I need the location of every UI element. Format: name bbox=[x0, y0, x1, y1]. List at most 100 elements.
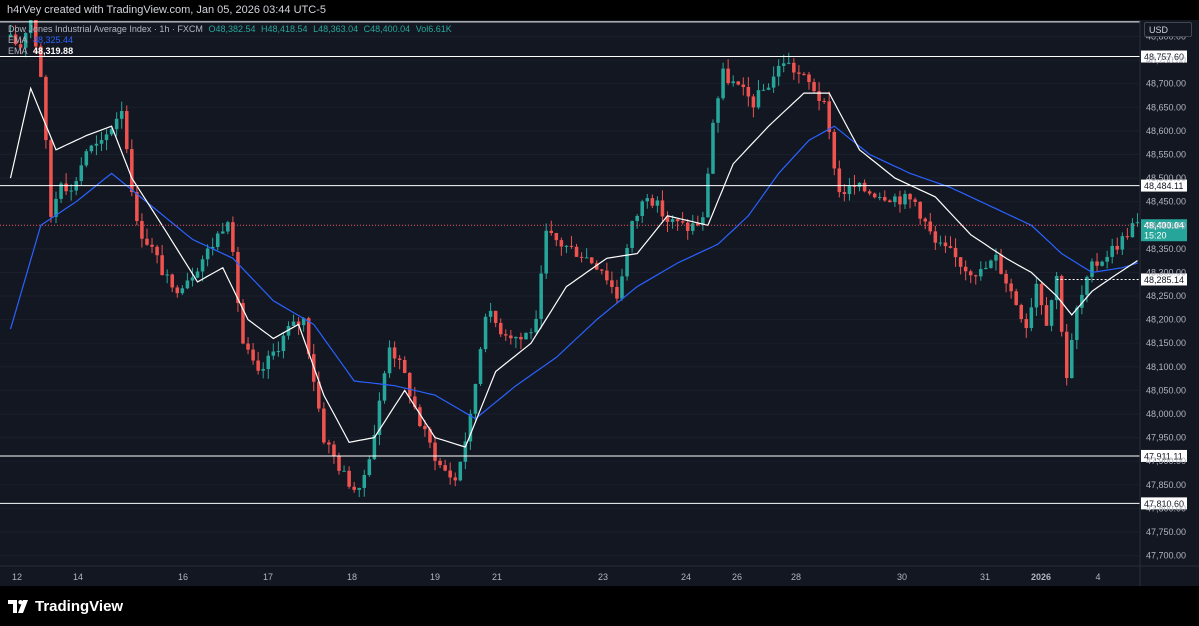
candle-body bbox=[1110, 245, 1114, 257]
currency-selector[interactable]: USD bbox=[1144, 22, 1192, 37]
y-tick-label: 48,200.00 bbox=[1146, 315, 1186, 325]
candle-body bbox=[1009, 283, 1013, 292]
candle-body bbox=[89, 145, 94, 152]
candle-body bbox=[635, 215, 639, 222]
tradingview-logo[interactable]: TradingView bbox=[8, 598, 123, 615]
axes: 48,800.0048,750.0048,700.0048,650.0048,6… bbox=[0, 20, 1199, 586]
ema-fast-label[interactable]: EMA bbox=[8, 35, 28, 45]
candle-body bbox=[589, 257, 594, 264]
current-price-label: 48,400.04 bbox=[1144, 221, 1184, 231]
candle-body bbox=[877, 197, 882, 199]
candle-body bbox=[721, 68, 725, 99]
chart-area[interactable]: 48,757.60 48,484.11 47,911.11 47,810.60 48,2… bbox=[0, 20, 1199, 586]
candle-body bbox=[337, 455, 341, 471]
candle-body bbox=[241, 303, 245, 344]
level-label: 47,911.11 bbox=[1144, 451, 1183, 461]
candle-body bbox=[13, 34, 18, 45]
candle-body bbox=[119, 111, 124, 119]
candle-body bbox=[109, 129, 114, 135]
candle-body bbox=[584, 257, 589, 259]
current-price-badge bbox=[1141, 219, 1187, 242]
ohlc-low: L48,363.04 bbox=[313, 24, 359, 34]
candle-body bbox=[514, 336, 518, 339]
candle-body bbox=[231, 222, 235, 252]
candle-body bbox=[706, 173, 710, 218]
candle-body bbox=[973, 275, 978, 277]
candle-body bbox=[362, 475, 367, 488]
y-tick-label: 48,250.00 bbox=[1146, 291, 1186, 301]
candle-body bbox=[246, 343, 250, 350]
candle-body bbox=[504, 334, 508, 336]
y-tick-label: 48,400.00 bbox=[1146, 220, 1186, 230]
candle-body bbox=[953, 247, 958, 258]
y-tick-label: 48,100.00 bbox=[1146, 362, 1186, 372]
candle-body bbox=[165, 274, 169, 276]
candle-body bbox=[483, 316, 488, 350]
candle-body bbox=[1080, 294, 1084, 308]
candle-body bbox=[544, 230, 548, 274]
candle-body bbox=[1125, 236, 1130, 238]
x-tick-label: 21 bbox=[492, 572, 502, 582]
candle-body bbox=[271, 351, 276, 356]
countdown-label: 15:20 bbox=[1144, 231, 1167, 241]
candle-body bbox=[872, 193, 877, 198]
ema-slow-label[interactable]: EMA bbox=[8, 46, 28, 56]
candle-body bbox=[792, 62, 796, 73]
candle-body bbox=[94, 143, 99, 146]
candle-body bbox=[382, 373, 387, 401]
y-tick-label: 48,150.00 bbox=[1146, 338, 1186, 348]
ema-slow-line bbox=[9, 125, 1138, 420]
candle-body bbox=[215, 233, 220, 247]
candle-body bbox=[817, 91, 821, 102]
y-tick-label: 47,900.00 bbox=[1146, 456, 1186, 466]
candle-body bbox=[332, 444, 336, 456]
candle-body bbox=[549, 230, 554, 234]
candle-body bbox=[903, 193, 907, 205]
candle-body bbox=[34, 20, 38, 47]
candle-body bbox=[1130, 223, 1135, 238]
candle-body bbox=[236, 251, 240, 304]
candle-body bbox=[458, 461, 463, 481]
price-chart[interactable]: 48,757.60 48,484.11 47,911.11 47,810.60 48,2… bbox=[0, 20, 1199, 586]
candle-body bbox=[766, 87, 771, 90]
candle-body bbox=[999, 254, 1003, 274]
candle-body bbox=[317, 381, 321, 409]
candle-body bbox=[645, 198, 650, 202]
y-tick-label: 48,500.00 bbox=[1146, 173, 1186, 183]
candle-body bbox=[832, 131, 837, 169]
level-label-bg bbox=[1141, 179, 1187, 192]
y-tick-label: 47,800.00 bbox=[1146, 503, 1186, 513]
candle-body bbox=[453, 477, 458, 481]
candle-body bbox=[145, 238, 149, 245]
y-tick-label: 48,350.00 bbox=[1146, 244, 1186, 254]
candle-body bbox=[963, 266, 968, 272]
x-tick-label: 23 bbox=[598, 572, 608, 582]
candle-body bbox=[898, 196, 902, 205]
candle-body bbox=[104, 134, 109, 141]
candle-body bbox=[296, 321, 301, 326]
candle-body bbox=[857, 182, 862, 187]
candle-body bbox=[984, 267, 988, 270]
candle-body bbox=[847, 185, 852, 195]
candle-body bbox=[210, 246, 215, 249]
candle-body bbox=[923, 218, 927, 222]
candle-body bbox=[99, 140, 104, 144]
y-tick-label: 48,050.00 bbox=[1146, 385, 1186, 395]
candle-body bbox=[1059, 275, 1064, 332]
level-label: 47,810.60 bbox=[1144, 499, 1184, 509]
candle-body bbox=[84, 151, 89, 166]
y-tick-label: 48,600.00 bbox=[1146, 126, 1186, 136]
candle-body bbox=[979, 269, 983, 277]
x-tick-label: 12 bbox=[12, 572, 22, 582]
candle-body bbox=[529, 332, 533, 334]
candle-body bbox=[1090, 261, 1094, 277]
candle-body bbox=[372, 434, 377, 460]
candle-body bbox=[685, 222, 690, 231]
candle-body bbox=[291, 321, 296, 326]
candle-body bbox=[1064, 331, 1069, 379]
candle-body bbox=[893, 196, 897, 203]
candle-body bbox=[261, 369, 265, 371]
candle-body bbox=[600, 269, 604, 271]
candle-body bbox=[1004, 273, 1008, 284]
candle-body bbox=[716, 98, 720, 123]
